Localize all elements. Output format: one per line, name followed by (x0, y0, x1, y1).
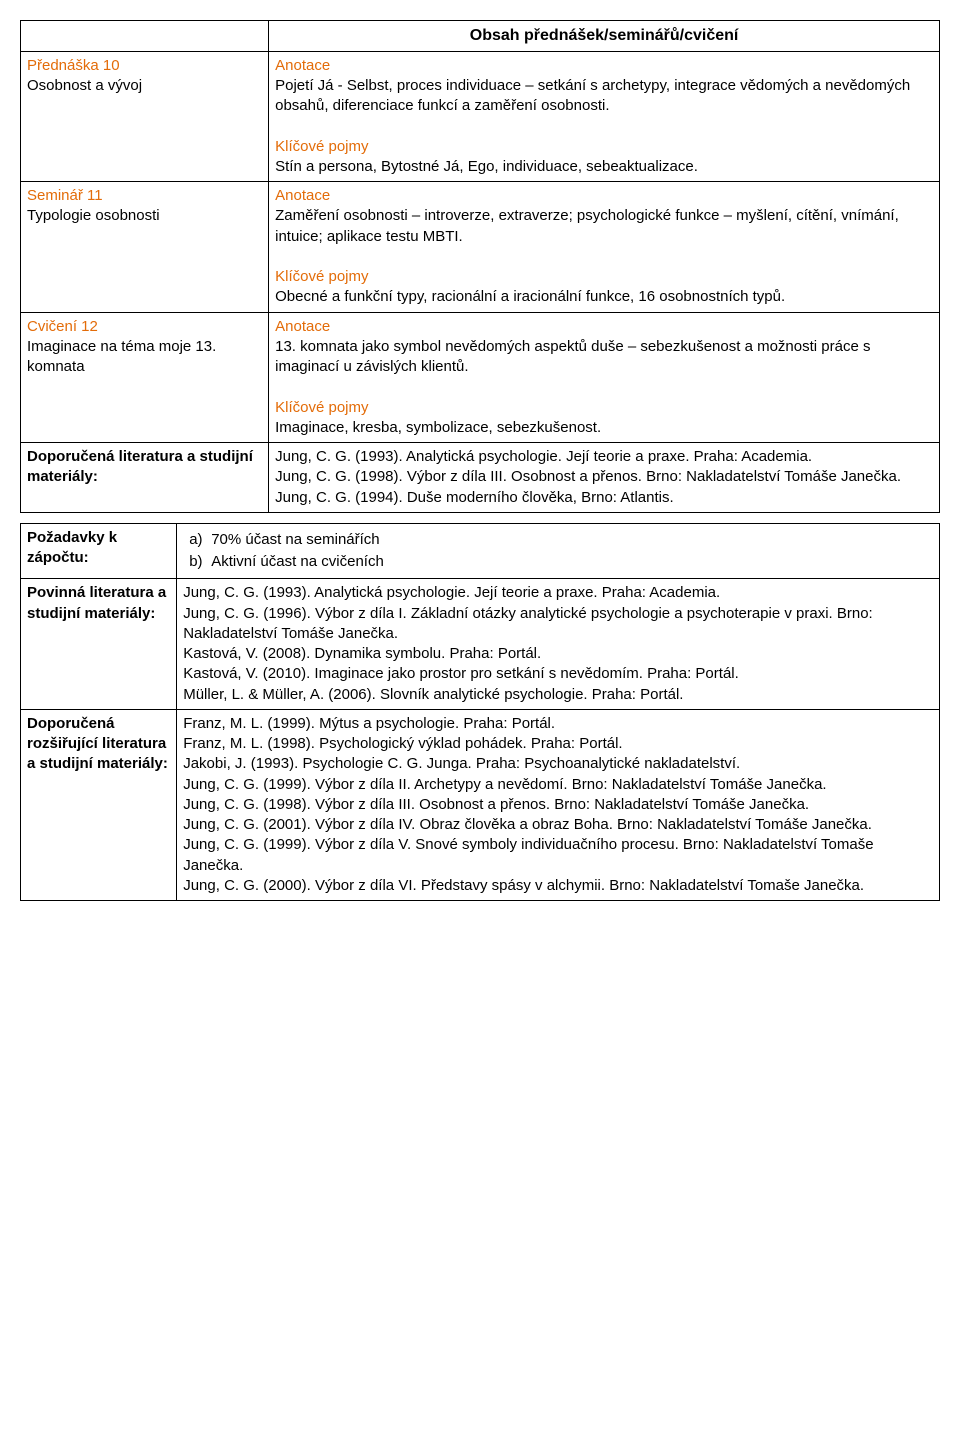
row-left: Přednáška 10 Osobnost a vývoj (21, 51, 269, 182)
mandatory-lit-label: Povinná literatura a studijní materiály: (21, 579, 177, 710)
session-subtitle: Imaginace na téma moje 13. komnata (27, 338, 216, 375)
req-label: Požadavky k zápočtu: (21, 523, 177, 579)
annotation-label: Anotace (275, 56, 933, 76)
content-table: Obsah přednášek/seminářů/cvičení Přednáš… (20, 20, 940, 513)
list-marker: a) (183, 530, 211, 550)
keywords-text: Obecné a funkční typy, racionální a irac… (275, 288, 785, 305)
list-item: a)70% účast na seminářích (183, 530, 933, 550)
annotation-label: Anotace (275, 186, 933, 206)
keywords-label: Klíčové pojmy (275, 137, 933, 157)
annotation-label: Anotace (275, 317, 933, 337)
table-row: Doporučená rozšiřující literatura a stud… (21, 709, 940, 900)
annotation-text: Zaměření osobnosti – introverze, extrave… (275, 207, 899, 244)
row-left: Cvičení 12 Imaginace na téma moje 13. ko… (21, 312, 269, 443)
list-marker: b) (183, 552, 211, 572)
session-subtitle: Osobnost a vývoj (27, 77, 142, 94)
req-content: a)70% účast na semináříchb)Aktivní účast… (177, 523, 940, 579)
session-title: Přednáška 10 (27, 57, 120, 74)
list-item: b)Aktivní účast na cvičeních (183, 552, 933, 572)
session-title: Seminář 11 (27, 187, 103, 204)
table-row: Požadavky k zápočtu: a)70% účast na semi… (21, 523, 940, 579)
session-subtitle: Typologie osobnosti (27, 207, 160, 224)
table-row: Povinná literatura a studijní materiály:… (21, 579, 940, 710)
keywords-label: Klíčové pojmy (275, 398, 933, 418)
table-row: Seminář 11 Typologie osobnosti Anotace Z… (21, 182, 940, 313)
recommended-lit-text: Franz, M. L. (1999). Mýtus a psychologie… (177, 709, 940, 900)
table-row: Přednáška 10 Osobnost a vývoj Anotace Po… (21, 51, 940, 182)
row-left: Seminář 11 Typologie osobnosti (21, 182, 269, 313)
list-text: 70% účast na seminářích (211, 530, 379, 550)
session-title: Cvičení 12 (27, 318, 98, 335)
annotation-text: 13. komnata jako symbol nevědomých aspek… (275, 338, 870, 375)
keywords-label: Klíčové pojmy (275, 267, 933, 287)
table-row: Doporučená literatura a studijní materiá… (21, 443, 940, 513)
mandatory-lit-text: Jung, C. G. (1993). Analytická psycholog… (177, 579, 940, 710)
recommended-lit-label: Doporučená rozšiřující literatura a stud… (21, 709, 177, 900)
row-right: Anotace 13. komnata jako symbol nevědomý… (269, 312, 940, 443)
table-header-row: Obsah přednášek/seminářů/cvičení (21, 21, 940, 52)
annotation-text: Pojetí Já - Selbst, proces individuace –… (275, 77, 910, 114)
literature-label: Doporučená literatura a studijní materiá… (21, 443, 269, 513)
row-right: Anotace Pojetí Já - Selbst, proces indiv… (269, 51, 940, 182)
row-right: Anotace Zaměření osobnosti – introverze,… (269, 182, 940, 313)
requirements-table: Požadavky k zápočtu: a)70% účast na semi… (20, 523, 940, 901)
keywords-text: Stín a persona, Bytostné Já, Ego, indivi… (275, 158, 698, 175)
table-row: Cvičení 12 Imaginace na téma moje 13. ko… (21, 312, 940, 443)
literature-text: Jung, C. G. (1993). Analytická psycholog… (269, 443, 940, 513)
header-title: Obsah přednášek/seminářů/cvičení (269, 21, 940, 52)
header-left-cell (21, 21, 269, 52)
keywords-text: Imaginace, kresba, symbolizace, sebezkuš… (275, 419, 601, 436)
list-text: Aktivní účast na cvičeních (211, 552, 384, 572)
